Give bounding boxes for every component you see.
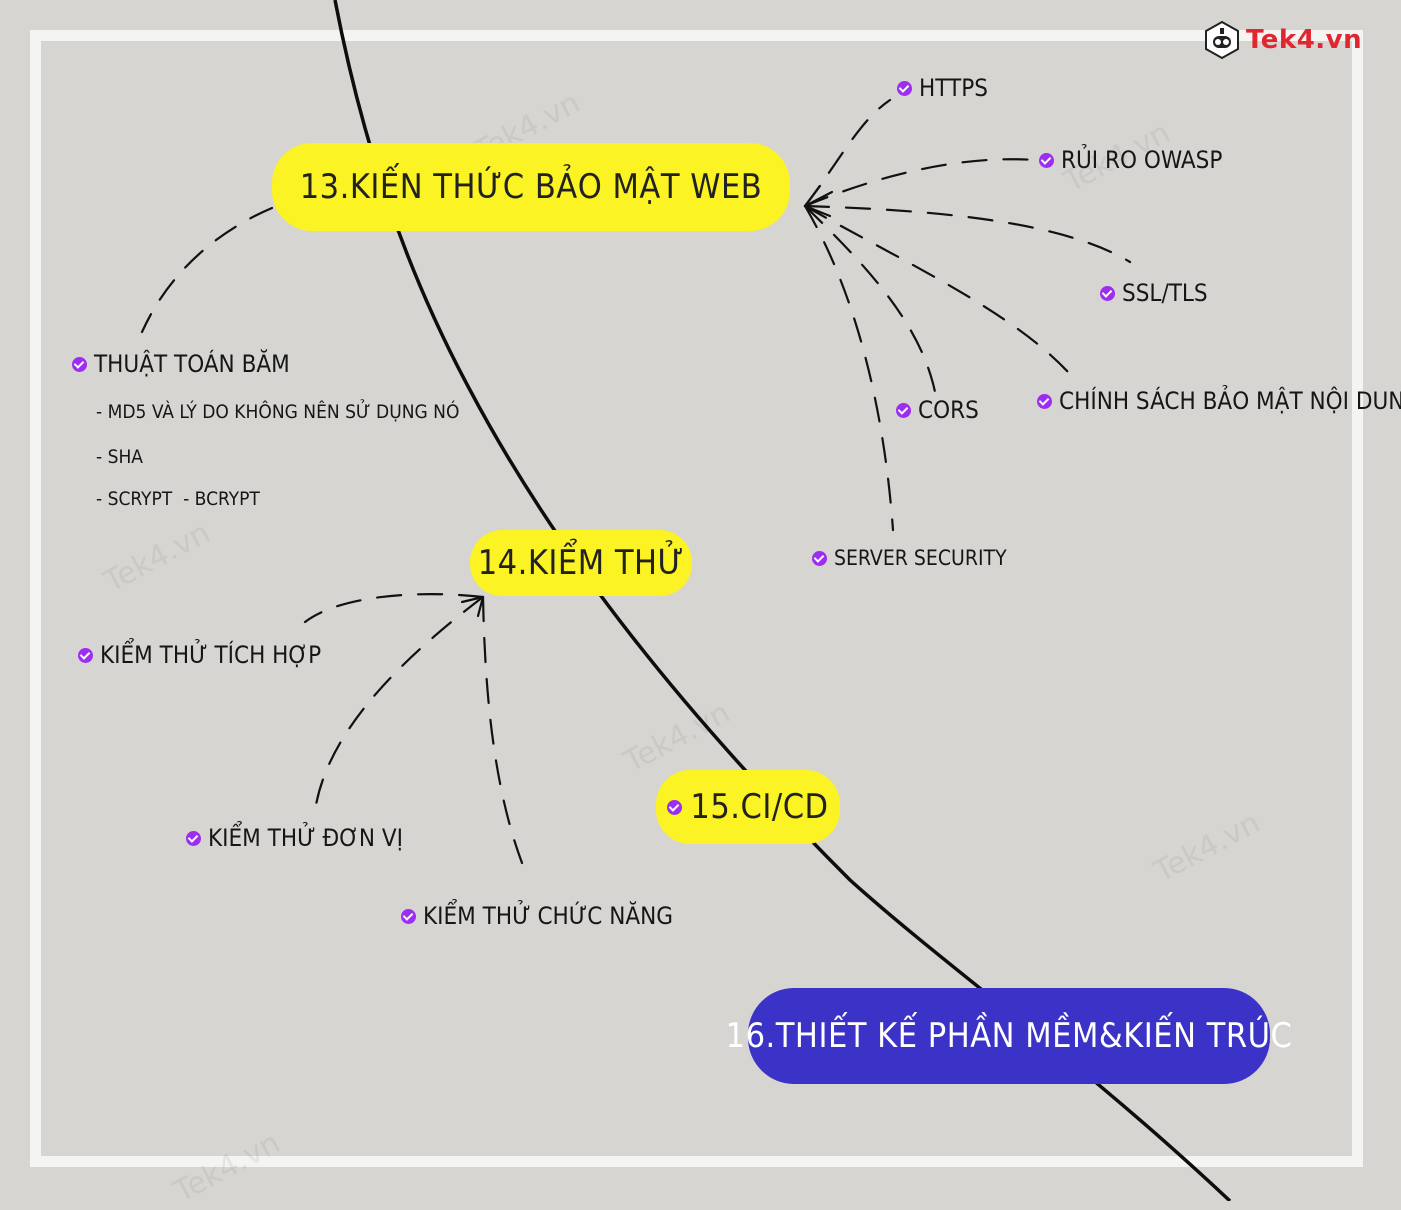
- link-owasp: [803, 158, 1037, 208]
- arrowhead-13: [803, 184, 834, 218]
- leaf-functional-testing: Kiểm thử chức năng: [401, 902, 673, 930]
- leaf-label: Thuật toán băm: [94, 350, 290, 378]
- check-icon: [896, 402, 911, 418]
- leaf-ssl: SSL/TLS: [1100, 279, 1208, 307]
- leaf-label: Server security: [834, 546, 1007, 570]
- leaf-unit-testing: Kiểm thử đơn vị: [186, 824, 403, 852]
- hashing-item: - scrypt - bcrypt: [96, 488, 260, 510]
- link-server: [803, 204, 895, 532]
- link-unit: [314, 595, 485, 807]
- logo-text: Tek4.vn: [1246, 25, 1363, 55]
- link-csp: [803, 204, 1070, 374]
- check-icon: [1100, 285, 1115, 301]
- check-icon: [1039, 152, 1054, 168]
- leaf-label: SSL/TLS: [1122, 279, 1208, 307]
- link-hashing: [140, 206, 274, 334]
- check-icon: [897, 80, 912, 96]
- check-icon: [667, 799, 683, 815]
- link-integration: [303, 593, 485, 624]
- section-14-title: 14.Kiểm thử: [470, 530, 692, 596]
- leaf-label: Kiểm thử đơn vị: [208, 824, 404, 852]
- check-icon: [812, 550, 827, 566]
- section-15-title: 15.CI/CD: [690, 787, 829, 827]
- hashing-item: - MD5 và lý do không nên sử dụng nó: [96, 401, 460, 423]
- leaf-server-security: Server security: [812, 546, 1007, 570]
- leaf-label: Rủi ro OWASP: [1061, 146, 1223, 174]
- link-ssl: [803, 204, 1132, 264]
- check-icon: [78, 647, 93, 663]
- leaf-integration-testing: Kiểm thử tích hợp: [78, 641, 321, 669]
- leaf-label: HTTPS: [919, 74, 988, 102]
- leaf-hashing: Thuật toán băm: [72, 350, 290, 378]
- arrowhead-14: [460, 595, 485, 618]
- leaf-https: HTTPS: [897, 74, 988, 102]
- leaf-label: CORS: [918, 396, 979, 424]
- check-icon: [72, 356, 87, 372]
- leaf-cors: CORS: [896, 396, 979, 424]
- robot-face-icon: [1205, 20, 1239, 60]
- brand-logo[interactable]: Tek4.vn: [1204, 20, 1362, 60]
- section-15-node: 15.CI/CD: [656, 770, 840, 844]
- check-icon: [401, 908, 416, 924]
- link-cors: [803, 204, 937, 394]
- link-functional: [481, 595, 530, 880]
- leaf-owasp: Rủi ro OWASP: [1039, 146, 1222, 174]
- leaf-label: Kiểm thử tích hợp: [100, 641, 322, 669]
- check-icon: [186, 830, 201, 846]
- leaf-csp: Chính sách bảo mật nội dung: [1037, 387, 1401, 415]
- leaf-label: Chính sách bảo mật nội dung: [1059, 387, 1401, 415]
- leaf-label: Kiểm thử chức năng: [423, 902, 674, 930]
- check-icon: [1037, 393, 1052, 409]
- section-13-title: 13.Kiến thức bảo mật web: [272, 143, 790, 231]
- section-16-title: 16.Thiết kế phần mềm&kiến trúc: [726, 988, 1292, 1084]
- hashing-item: - SHA: [96, 446, 143, 468]
